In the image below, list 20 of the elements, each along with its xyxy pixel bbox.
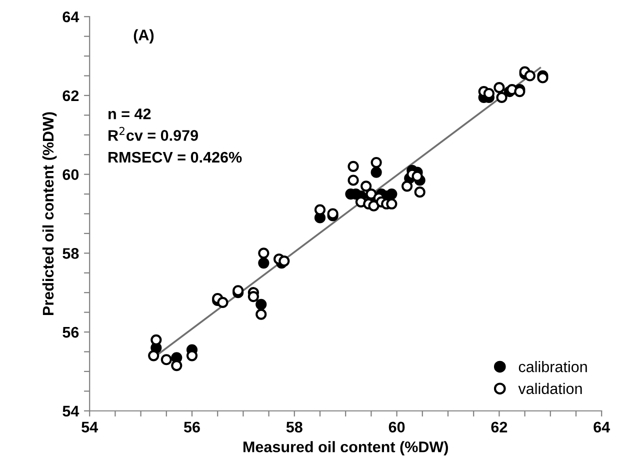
x-tick-label: 56	[184, 422, 200, 433]
y-tick-label: 56	[62, 326, 79, 338]
legend-label: calibration	[518, 361, 587, 372]
annotation: RMSECV = 0.426%	[108, 152, 242, 163]
y-tick-label: 60	[62, 169, 79, 180]
x-axis-title: Measured oil content (%DW)	[244, 441, 448, 456]
x-tick-label: 64	[594, 422, 610, 433]
annotation: R$^{2}$cv = 0.979	[108, 126, 198, 141]
x-tick-label: 60	[388, 422, 405, 433]
x-tick-label: 62	[491, 422, 508, 433]
y-axis-title: Predicted oil content (%DW)	[42, 112, 57, 315]
annotation: (A)	[134, 29, 154, 44]
annotation: n = 42	[108, 108, 151, 120]
y-tick-label: 64	[62, 11, 80, 22]
x-tick-label: 58	[286, 422, 302, 433]
y-tick-label: 62	[62, 90, 79, 102]
y-tick-label: 54	[62, 406, 80, 417]
y-tick-label: 58	[62, 248, 79, 259]
x-tick-label: 54	[82, 422, 98, 433]
legend-label: validation	[518, 382, 582, 394]
